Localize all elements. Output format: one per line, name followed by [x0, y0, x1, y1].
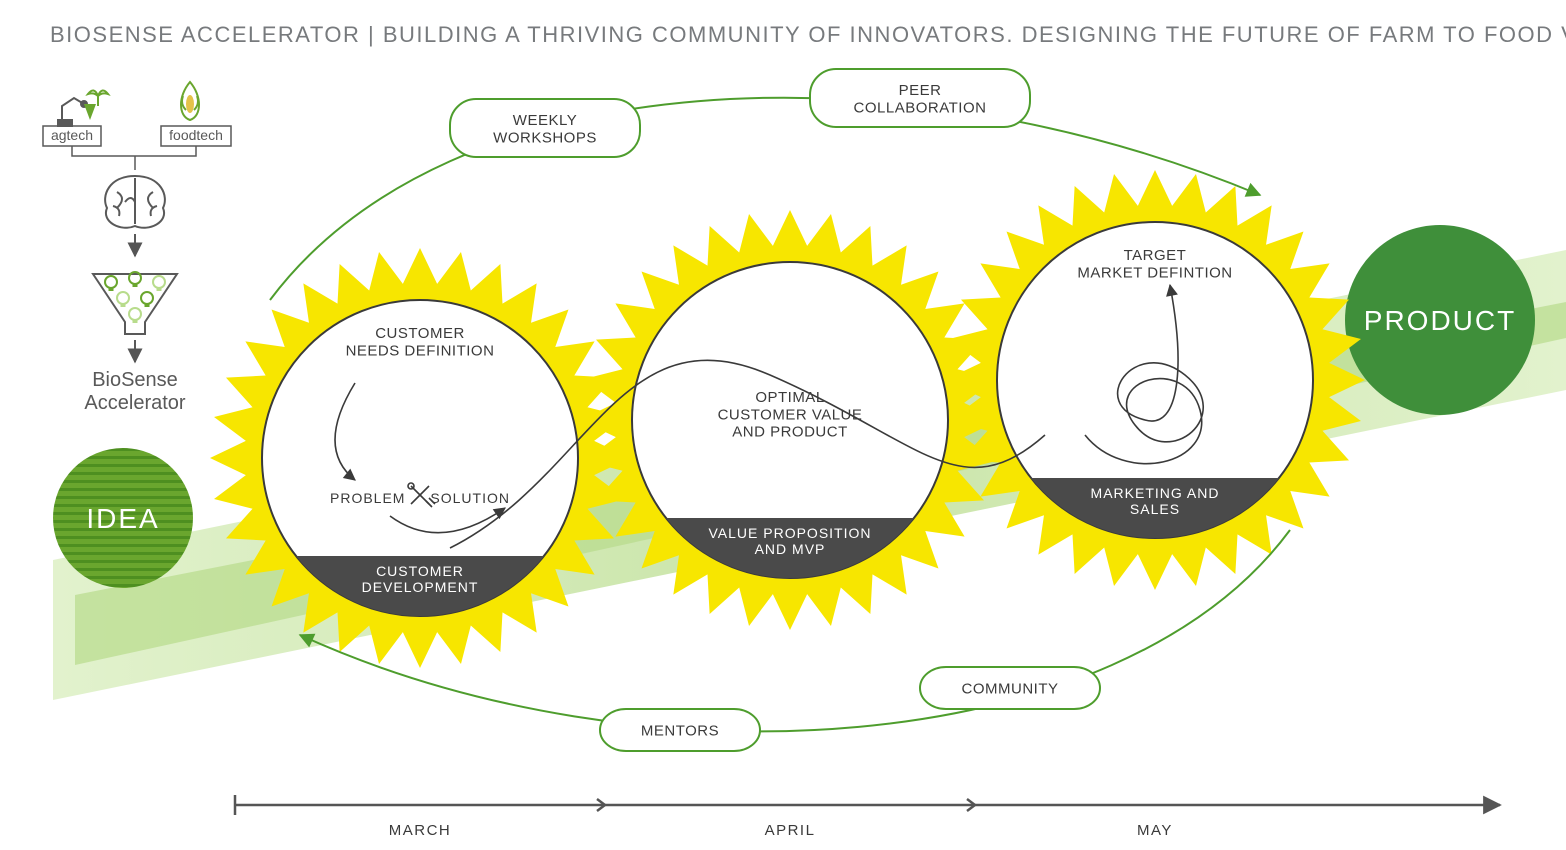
- diagram-canvas: BIOSENSE ACCELERATOR | BUILDING A THRIVI…: [0, 0, 1566, 850]
- problem-label: PROBLEM: [330, 490, 405, 506]
- product-label: PRODUCT: [1364, 305, 1516, 336]
- solution-label: SOLUTION: [430, 490, 510, 506]
- funnel-icon: [93, 272, 177, 334]
- timeline-month: MAY: [1137, 822, 1173, 839]
- idea-label: IDEA: [86, 503, 159, 534]
- foodtech-label: foodtech: [169, 127, 223, 143]
- page-title: BIOSENSE ACCELERATOR | BUILDING A THRIVI…: [50, 22, 1566, 47]
- accelerator-name: BioSenseAccelerator: [84, 369, 185, 414]
- agtech-label: agtech: [51, 127, 93, 143]
- sun-1-band-label: CUSTOMERDEVELOPMENT: [362, 563, 479, 595]
- mentors-label: MENTORS: [641, 722, 719, 739]
- timeline-month: MARCH: [389, 822, 452, 839]
- timeline-month: APRIL: [765, 822, 816, 839]
- brain-icon: [105, 176, 165, 228]
- community-label: COMMUNITY: [962, 680, 1059, 697]
- intro-graphic: agtech foodtech BioSenseAccelerator: [43, 82, 231, 414]
